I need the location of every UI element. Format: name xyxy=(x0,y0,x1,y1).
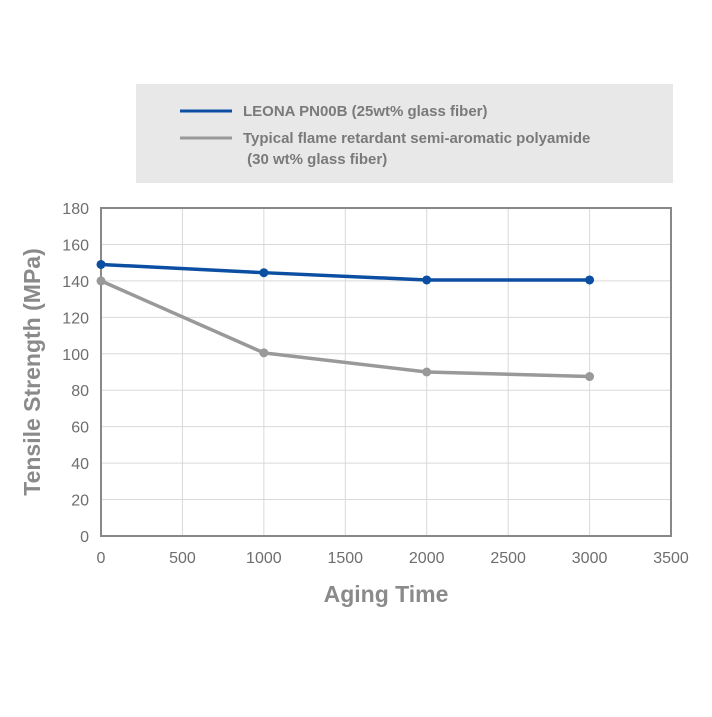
x-tick-label: 1000 xyxy=(246,550,282,567)
y-tick-label: 180 xyxy=(62,201,89,218)
y-tick-label: 60 xyxy=(71,420,89,437)
series-line-0 xyxy=(100,262,590,282)
legend-label-leona: LEONA PN00B (25wt% glass fiber) xyxy=(243,103,488,120)
x-tick-label: 1500 xyxy=(327,550,363,567)
data-point xyxy=(585,372,595,382)
data-point xyxy=(585,275,595,285)
y-tick-label: 120 xyxy=(62,310,89,327)
tick-labels: 0 500 1000 1500 2000 2500 3000 3500 0 20 40 60 80 100… xyxy=(62,201,689,567)
legend-label-typical: Typical flame retardant semi-aromatic po… xyxy=(243,130,590,147)
series-layer xyxy=(96,259,595,382)
data-point xyxy=(96,276,106,286)
data-point xyxy=(422,367,432,377)
gridlines xyxy=(101,208,671,536)
x-tick-label: 3000 xyxy=(572,550,608,567)
legend-label-typical-line2: (30 wt% glass fiber) xyxy=(243,151,387,168)
x-tick-label: 0 xyxy=(97,550,106,567)
y-tick-label: 140 xyxy=(62,274,89,291)
data-point xyxy=(422,275,432,285)
data-point xyxy=(259,268,269,278)
x-axis-title: Aging Time xyxy=(324,581,449,607)
data-point xyxy=(259,348,269,358)
y-tick-label: 80 xyxy=(71,383,89,400)
data-point xyxy=(96,259,106,269)
y-tick-label: 20 xyxy=(71,493,89,510)
x-tick-label: 3500 xyxy=(653,550,689,567)
y-tick-label: 100 xyxy=(62,347,89,364)
legend: LEONA PN00B (25wt% glass fiber) Typical … xyxy=(136,84,673,183)
x-tick-label: 500 xyxy=(169,550,196,567)
series-line-1 xyxy=(100,279,590,379)
y-tick-label: 40 xyxy=(71,456,89,473)
legend-background xyxy=(136,84,673,183)
y-axis-title: Tensile Strength (MPa) xyxy=(19,248,45,496)
y-tick-label: 0 xyxy=(80,529,89,546)
x-tick-label: 2500 xyxy=(490,550,526,567)
plot-frame xyxy=(100,207,672,537)
y-tick-label: 160 xyxy=(62,237,89,254)
x-tick-label: 2000 xyxy=(409,550,445,567)
